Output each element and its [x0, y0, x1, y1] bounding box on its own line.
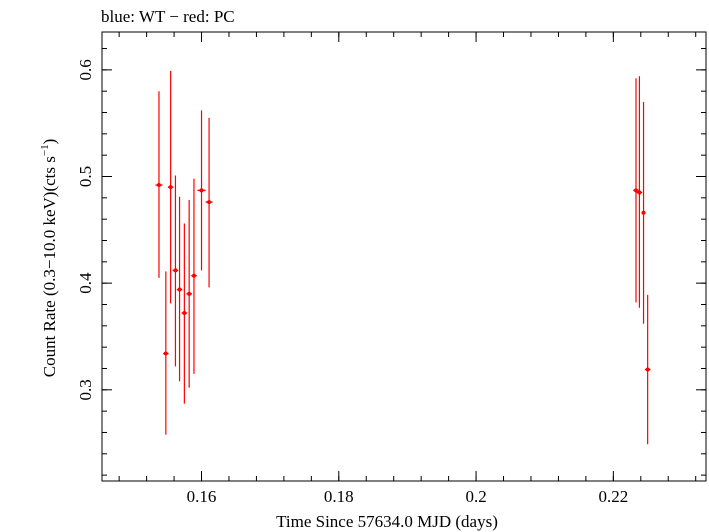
data-marks: [155, 70, 651, 445]
point-marker: [163, 351, 168, 356]
data-point: [644, 294, 651, 445]
point-marker: [641, 210, 646, 215]
point-marker: [182, 311, 187, 316]
data-point: [163, 271, 169, 435]
point-marker: [191, 273, 196, 278]
point-marker: [177, 287, 182, 292]
y-axis-label-exponent: −1: [39, 144, 51, 156]
y-axis-ticks: 0.3 0.4 0.5 0.6: [76, 48, 706, 476]
y-axis-label-main: Count Rate (0.3−10.0 keV)(cts s: [40, 156, 59, 377]
data-point: [155, 91, 163, 278]
x-axis-label: Time Since 57634.0 MJD (days): [276, 512, 498, 531]
point-marker: [645, 367, 650, 372]
point-marker: [156, 183, 161, 188]
point-marker: [207, 200, 212, 205]
x-tick-label: 0.18: [324, 487, 354, 506]
y-tick-label: 0.6: [76, 59, 95, 80]
y-axis-label: Count Rate (0.3−10.0 keV)(cts s−1): [39, 139, 59, 378]
data-point: [181, 223, 188, 404]
x-tick-label: 0.16: [187, 487, 217, 506]
y-tick-label: 0.3: [76, 379, 95, 400]
data-point: [172, 175, 179, 367]
x-tick-label: 0.2: [465, 487, 486, 506]
data-point: [205, 117, 213, 288]
y-tick-label: 0.5: [76, 166, 95, 187]
data-point: [186, 199, 192, 388]
plot-frame: [101, 31, 707, 482]
x-axis-ticks: 0.16 0.18 0.2 0.22: [118, 32, 697, 506]
point-marker: [637, 190, 642, 195]
data-point: [633, 78, 639, 303]
data-point: [167, 70, 174, 304]
data-point: [176, 196, 183, 382]
point-marker: [168, 185, 173, 190]
x-tick-label: 0.22: [598, 487, 628, 506]
data-point: [636, 76, 643, 308]
data-point: [191, 178, 197, 374]
point-marker: [173, 268, 178, 273]
point-marker: [199, 188, 204, 193]
y-tick-label: 0.4: [76, 272, 95, 294]
point-marker: [187, 291, 192, 296]
chart-title: blue: WT − red: PC: [101, 7, 235, 26]
data-point: [197, 110, 206, 271]
point-marker: [633, 188, 638, 193]
y-axis-label-close: ): [40, 139, 59, 145]
data-point: [641, 101, 646, 324]
